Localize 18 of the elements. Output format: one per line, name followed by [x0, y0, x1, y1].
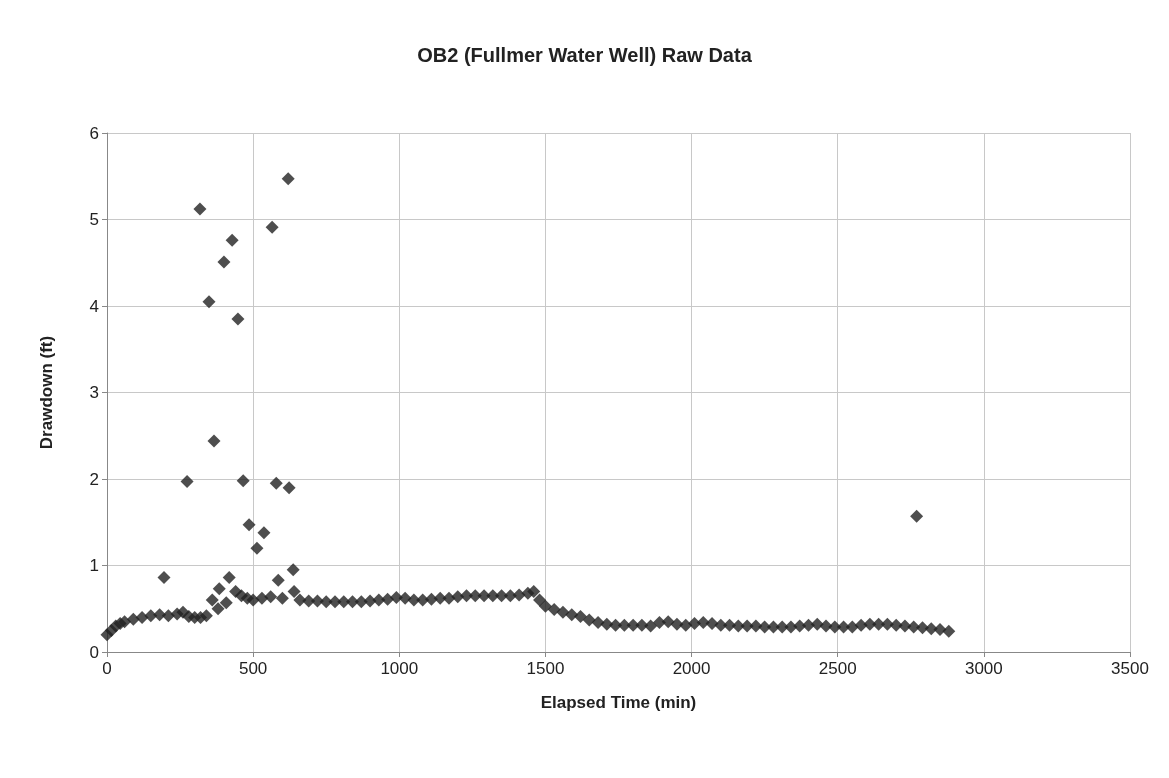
y-tick-label: 5: [89, 210, 99, 229]
x-tick-label: 2500: [818, 659, 857, 678]
x-tick-label: 3000: [964, 659, 1003, 678]
chart-title: OB2 (Fullmer Water Well) Raw Data: [417, 44, 753, 66]
y-tick-label: 4: [89, 296, 99, 316]
x-tick-label: 1000: [380, 659, 419, 678]
y-tick-label: 0: [89, 642, 99, 662]
x-tick-label: 1500: [526, 659, 565, 678]
y-tick-label: 1: [89, 556, 99, 575]
x-tick-label: 0: [102, 659, 112, 678]
y-tick-label: 3: [89, 383, 99, 402]
x-tick-label: 500: [238, 659, 268, 678]
x-tick-label: 2000: [672, 659, 711, 678]
y-tick-label: 2: [89, 469, 99, 489]
x-axis-title: Elapsed Time (min): [540, 693, 697, 712]
y-tick-label: 6: [89, 123, 99, 143]
x-tick-label: 3500: [1111, 659, 1149, 678]
y-axis-title: Drawdown (ft): [37, 335, 56, 450]
